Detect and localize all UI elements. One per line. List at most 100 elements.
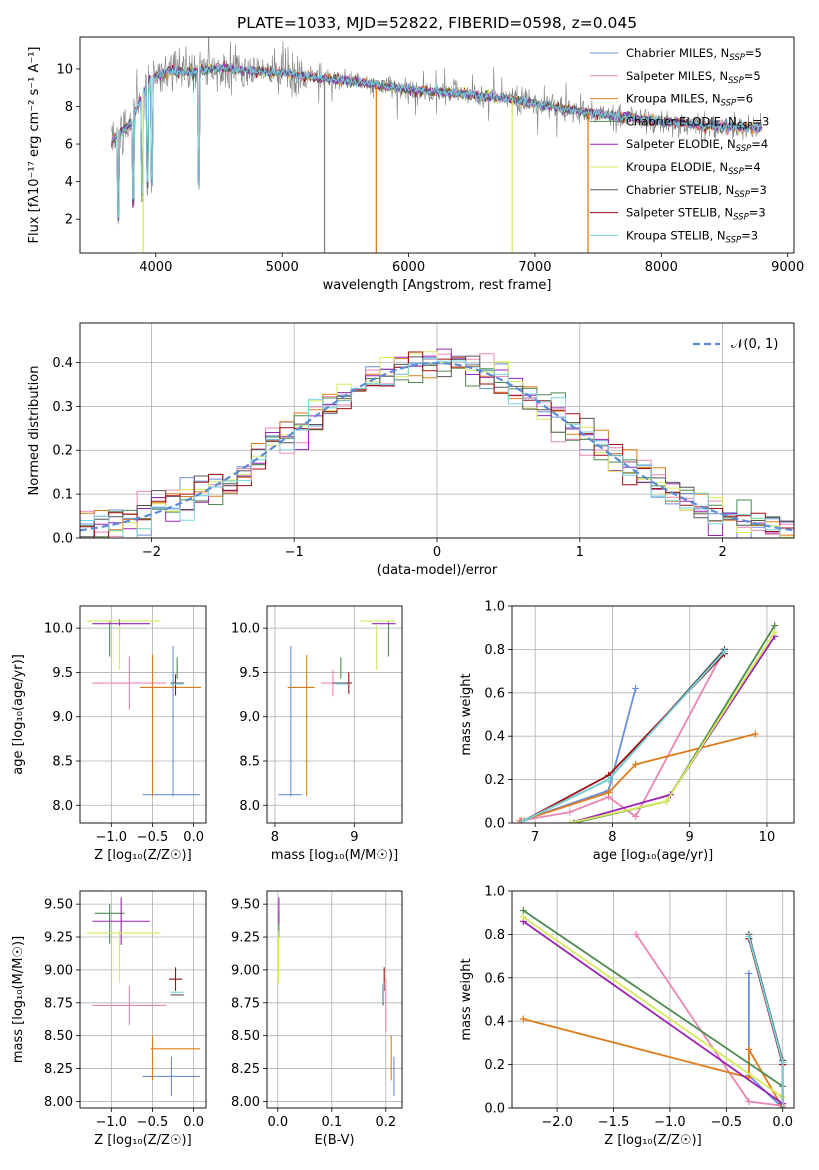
panels: 4000 5000 6000 7000 8000 9000246810wavelength… [11,36,804,1148]
y-tick-label: 9.5 [239,666,260,681]
y-tick-label: 8.5 [52,755,73,770]
y-axis-label: mass weight [459,673,474,755]
observed-spectrum-line [111,37,763,225]
panel-mass-vs-metallicity: −1.0 −0.5 0.0 8.00 8.25 8.50 8.75 9.00 9.25 9.50 Z… [11,890,207,1148]
x-tick-label: 10 [759,830,776,845]
x-tick-label: −2 [142,545,161,560]
y-tick-label: 9.0 [52,710,73,725]
x-tick-label: −0.5 [137,830,169,845]
legend-entry-salpeter-elodie: Salpeter ELODIE, NSSP=4 [626,137,768,154]
x-tick-label: 0.1 [321,1115,342,1130]
x-tick-label: 0.0 [267,1115,288,1130]
y-tick-label: 8.50 [231,1029,260,1044]
y-tick-label: 6 [65,138,73,153]
y-tick-label: 0.8 [484,928,505,943]
x-axis-label: mass [log₁₀(M/M☉)] [271,848,398,863]
panel-mass-weight-vs-metallicity: −2.0 −1.5 −1.0 −0.5 0.0 0.0 0.2 0.4 0.6 0.8 1.0 Z [… [459,885,795,1148]
axes-frame [79,605,207,824]
y-tick-label: 8.75 [44,996,73,1011]
y-tick-label: 0.2 [484,773,505,788]
y-tick-label: 1.0 [484,885,505,900]
y-tick-label: 8.5 [239,755,260,770]
y-axis-label: Normed distribution [27,366,42,496]
x-tick-label: 0.0 [183,1115,204,1130]
y-tick-label: 8.00 [44,1095,73,1110]
x-tick-label: 5000 [266,260,299,275]
plot-area [80,348,794,538]
x-tick-label: −2.0 [541,1115,573,1130]
legend-entry-kroupa-elodie: Kroupa ELODIE, NSSP=4 [626,160,761,177]
y-tick-label: 9.25 [231,931,260,946]
legend-entry-chabrier-elodie: Chabrier ELODIE, NSSP=3 [626,114,769,131]
panel-mass-weight-vs-age: 7 8 9 10 0.0 0.2 0.4 0.6 0.8 1.0 age [log₁₀(age/yr… [459,600,795,863]
x-axis-label: age [log₁₀(age/yr)] [593,848,714,863]
model-spectrum-kroupa-stelib [111,63,763,219]
plot-area [277,897,395,1097]
y-tick-label: 8.0 [52,799,73,814]
y-tick-label: 8.25 [44,1062,73,1077]
legend-entry-salpeter-miles: Salpeter MILES, NSSP=5 [626,69,761,86]
y-tick-label: 0.4 [484,1015,505,1030]
gaussian-reference-line [80,361,794,532]
y-tick-label: 9.50 [231,898,260,913]
x-tick-label: −1 [285,545,304,560]
plot-area [86,897,201,1097]
x-tick-label: 8 [608,830,616,845]
y-tick-label: 8.0 [239,799,260,814]
y-tick-label: 8.25 [231,1062,260,1077]
y-tick-label: 10.0 [231,622,260,637]
y-tick-label: 0.4 [484,730,505,745]
y-tick-label: 0.0 [52,532,73,547]
y-tick-label: 0.1 [52,488,73,503]
x-tick-label: 9 [686,830,694,845]
x-tick-label: 8 [271,830,279,845]
x-tick-label: −1.5 [598,1115,630,1130]
y-tick-label: 8.00 [231,1095,260,1110]
y-tick-label: 0.2 [52,444,73,459]
panel-residual-histogram: −2 −1 0 1 2 0.0 0.1 0.2 0.3 0.4 (data-model)/error… [27,322,795,578]
plot-area [86,619,202,797]
y-tick-label: 0.6 [484,686,505,701]
y-axis-label: mass [log₁₀(M/M☉)] [11,936,26,1063]
axes-frame [79,36,795,254]
series-kroupa-miles [521,733,756,822]
x-tick-label: 9000 [771,260,804,275]
y-tick-label: 0.0 [484,1102,505,1117]
y-tick-label: 1.0 [484,600,505,615]
legend-gaussian-label: 𝒩(0, 1) [731,337,778,352]
axes-frame [511,890,795,1109]
x-tick-label: −1.0 [96,1115,128,1130]
legend-entry-salpeter-stelib: Salpeter STELIB, NSSP=3 [626,206,766,223]
x-axis-label: (data-model)/error [377,563,498,578]
spectrum-legend: Chabrier MILES, NSSP=5 Salpeter MILES, NS… [590,46,769,245]
y-tick-label: 2 [65,213,73,228]
y-tick-label: 8.75 [231,996,260,1011]
x-tick-label: 0.2 [375,1115,396,1130]
x-tick-label: 7 [531,830,539,845]
y-tick-label: 9.00 [231,963,260,978]
plot-area [516,622,779,823]
y-tick-label: 0.6 [484,971,505,986]
x-tick-label: −0.5 [711,1115,743,1130]
y-tick-label: 8.50 [44,1029,73,1044]
y-axis-label: age [log₁₀(age/yr)] [11,654,26,775]
y-tick-label: 0.2 [484,1058,505,1073]
histogram-kroupa-stelib [80,358,794,538]
x-axis-label: E(B-V) [314,1133,354,1148]
plot-area [278,620,396,797]
panel-mass-vs-extinction: 0.0 0.1 0.2 8.00 8.25 8.50 8.75 9.00 9.25 9.50 E(B… [231,890,403,1148]
y-tick-label: 9.5 [52,666,73,681]
x-tick-label: 0 [433,545,441,560]
y-tick-label: 0.8 [484,643,505,658]
x-tick-label: 8000 [645,260,678,275]
spectrum-title: PLATE=1033, MJD=52822, FIBERID=0598, z=0… [237,14,637,32]
x-tick-label: −0.5 [137,1115,169,1130]
y-axis-label: Flux [fλ10⁻¹⁷ erg cm⁻² s⁻¹ A⁻¹] [27,47,42,244]
axes-frame [511,605,795,824]
axes-frame [79,890,207,1109]
legend-entry-chabrier-miles: Chabrier MILES, NSSP=5 [626,46,762,63]
x-axis-label: Z [log₁₀(Z/Z☉)] [94,848,191,863]
legend-entry-chabrier-stelib: Chabrier STELIB, NSSP=3 [626,183,767,200]
x-tick-label: 7000 [518,260,551,275]
